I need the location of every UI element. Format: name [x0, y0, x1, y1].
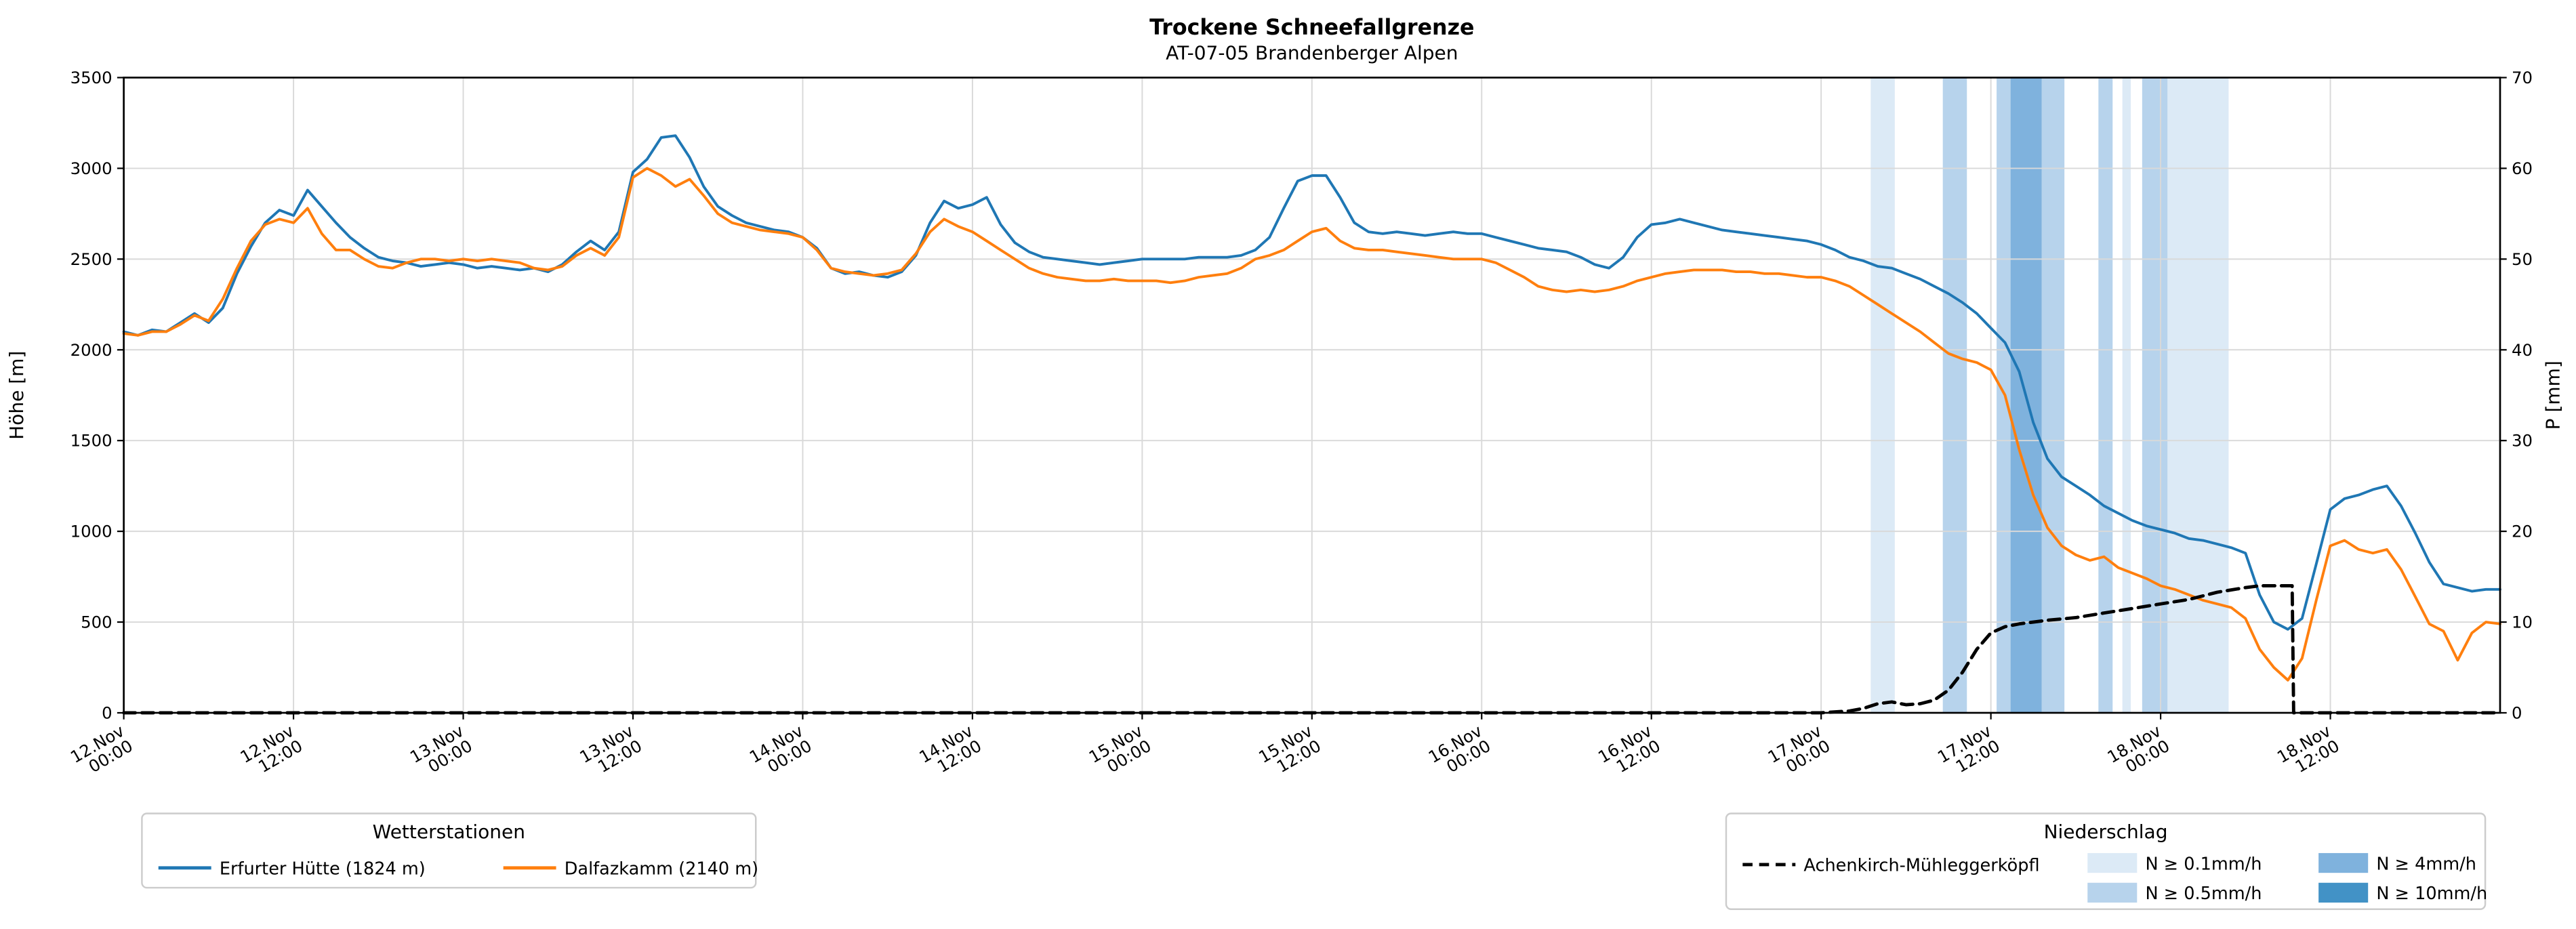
legend-swatch-n01	[2087, 852, 2138, 873]
legend-label-n01: N ≥ 0.1mm/h	[2145, 854, 2262, 874]
precip-band	[2142, 77, 2168, 713]
x-tick-label: 18.Nov12:00	[2274, 721, 2343, 782]
precip-bands-layer	[1870, 77, 2229, 713]
precip-band	[1870, 77, 1895, 713]
plot-border	[123, 77, 2501, 714]
series-dalfazkamm	[122, 167, 2501, 682]
x-tick-label: 14.Nov00:00	[746, 721, 815, 782]
y-tick-label-left: 2000	[70, 340, 113, 360]
y-tick-label-right: 50	[2512, 249, 2533, 269]
legend-swatch-n4	[2318, 852, 2369, 873]
legend-precip-title: Niederschlag	[2044, 821, 2168, 843]
x-tick-label: 13.Nov00:00	[407, 721, 476, 782]
legend-label-n05: N ≥ 0.5mm/h	[2145, 884, 2262, 904]
legend-label-dalfazkamm: Dalfazkamm (2140 m)	[565, 859, 758, 880]
legend-precip: Niederschlag Achenkirch-Mühleggerköpfl N…	[1725, 812, 2487, 910]
precip-band	[1942, 77, 1967, 713]
series-layer	[122, 134, 2502, 715]
legend-label-n10: N ≥ 10mm/h	[2376, 884, 2487, 904]
y-tick-label-right: 0	[2512, 703, 2522, 722]
y-tick-label-right: 20	[2512, 522, 2533, 541]
series-achenkirch-muehleggerkoepfl	[122, 584, 2502, 715]
legend-label-erfurter: Erfurter Hütte (1824 m)	[220, 859, 426, 880]
y-tick-label-left: 0	[102, 703, 112, 722]
precip-band	[2098, 77, 2113, 713]
legend-stations-title: Wetterstationen	[373, 821, 525, 843]
y-tick-label-left: 3000	[70, 159, 113, 178]
x-tick-label: 17.Nov00:00	[1764, 721, 1833, 782]
x-tick-label: 14.Nov12:00	[916, 721, 985, 782]
chart-title: Trockene Schneefallgrenze	[1149, 16, 1474, 40]
y-tick-label-right: 60	[2512, 159, 2533, 178]
right-axis-label: P [mm]	[2542, 360, 2564, 430]
y-tick-label-right: 30	[2512, 431, 2533, 451]
x-tick-label: 16.Nov00:00	[1425, 721, 1494, 782]
y-tick-label-right: 10	[2512, 613, 2533, 632]
y-tick-label-left: 500	[81, 613, 112, 632]
x-tick-label: 13.Nov12:00	[576, 721, 645, 782]
series-erfurter-huette	[122, 134, 2501, 631]
x-tick-label: 12.Nov00:00	[67, 721, 136, 782]
precip-band	[2041, 77, 2065, 713]
left-axis-label: Höhe [m]	[5, 351, 28, 440]
precip-band	[2122, 77, 2131, 713]
legend-swatch-n10	[2318, 882, 2369, 903]
x-tick-label: 16.Nov12:00	[1595, 721, 1664, 782]
y-tick-label-left: 1000	[70, 522, 113, 541]
legend-label-n4: N ≥ 4mm/h	[2376, 854, 2476, 874]
chart-subtitle: AT-07-05 Brandenberger Alpen	[1166, 42, 1458, 64]
precip-band	[2167, 77, 2229, 713]
y-tick-label-left: 1500	[70, 431, 113, 451]
y-tick-label-right: 70	[2512, 68, 2533, 87]
x-tick-label: 12.Nov12:00	[237, 721, 306, 782]
x-tick-label: 17.Nov12:00	[1934, 721, 2003, 782]
x-tick-label: 15.Nov12:00	[1255, 721, 1324, 782]
y-tick-label-right: 40	[2512, 340, 2533, 360]
x-tick-label: 18.Nov00:00	[2104, 721, 2173, 782]
y-tick-label-left: 2500	[70, 249, 113, 269]
legend-stations-box	[141, 812, 757, 889]
legend-stations: Wetterstationen Erfurter Hütte (1824 m) …	[141, 812, 758, 889]
legend-label-achenkirch: Achenkirch-Mühleggerköpfl	[1803, 856, 2039, 876]
y-tick-label-left: 3500	[70, 68, 113, 87]
legend-swatch-n05	[2087, 882, 2138, 903]
x-tick-label: 15.Nov00:00	[1086, 721, 1155, 782]
